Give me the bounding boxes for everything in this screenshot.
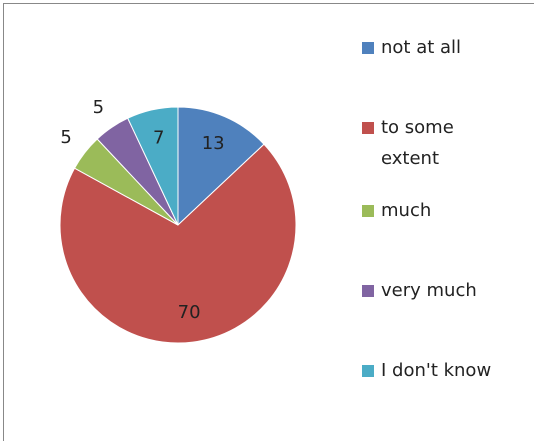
- pie-slice: [59, 143, 297, 344]
- legend-swatch: [362, 365, 374, 377]
- legend-swatch: [362, 285, 374, 297]
- pie-slice: [177, 106, 265, 227]
- pie-slice: [127, 106, 179, 226]
- data-label: 5: [60, 127, 71, 148]
- legend-label: not at all: [381, 37, 461, 58]
- legend-swatch: [362, 122, 374, 134]
- data-label: 7: [153, 128, 164, 149]
- data-label: 5: [93, 97, 104, 118]
- legend-label: to some extent: [381, 117, 460, 169]
- legend-swatch: [362, 205, 374, 217]
- data-label: 13: [202, 133, 225, 154]
- legend-label: I don't know: [381, 360, 491, 381]
- legend-label: very much: [381, 280, 477, 301]
- data-label: 70: [178, 302, 201, 323]
- legend-label: much: [381, 200, 431, 221]
- legend-swatch: [362, 42, 374, 54]
